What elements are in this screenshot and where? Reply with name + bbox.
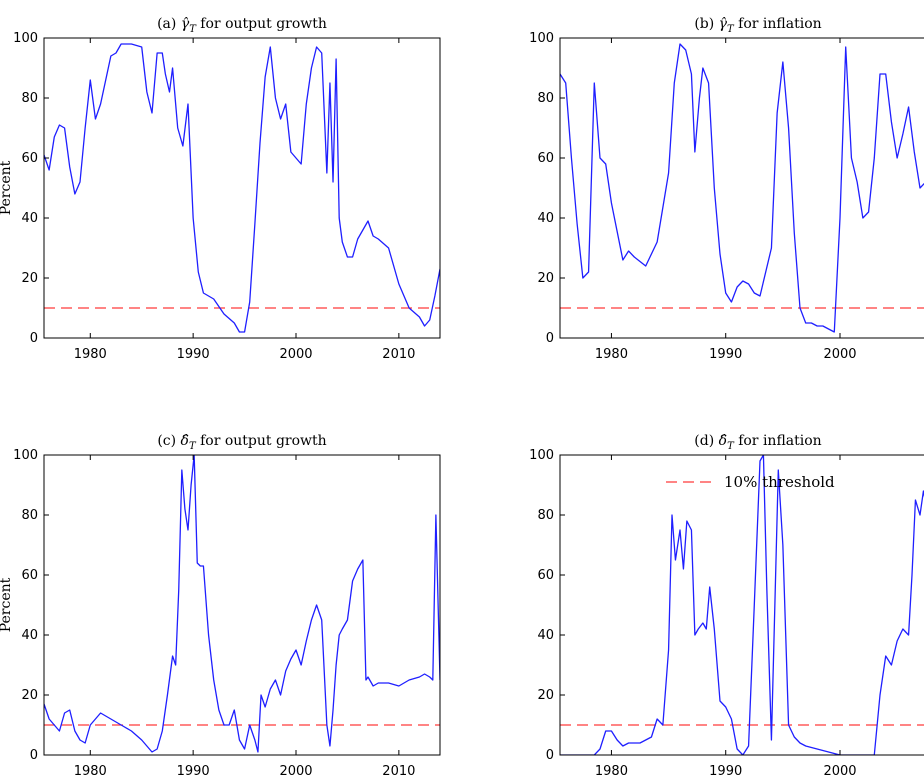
panel-title: (a) γ̂T for output growth (157, 16, 327, 35)
title-symbol: δ̂ (719, 433, 727, 449)
y-axis-label: Percent (0, 577, 14, 632)
y-axis-label: Percent (0, 160, 14, 215)
series-line (560, 455, 924, 755)
x-tick-label: 2010 (382, 764, 415, 779)
y-tick-label: 20 (21, 688, 38, 703)
y-tick-label: 20 (537, 688, 554, 703)
axes-frame (559, 37, 924, 339)
legend: 10% threshold (666, 473, 835, 491)
series-line (44, 43, 440, 333)
x-tick-label: 1990 (709, 764, 742, 779)
y-tick-label: 40 (537, 211, 554, 226)
y-tick-label: 80 (537, 91, 554, 106)
y-tick-label: 100 (529, 448, 554, 463)
title-prefix: (c) (157, 433, 180, 449)
x-tick-label: 1990 (177, 347, 210, 362)
y-tick-label: 0 (30, 331, 38, 346)
y-tick-label: 60 (21, 151, 38, 166)
axes-frame (43, 37, 441, 339)
x-tick-label: 1990 (177, 764, 210, 779)
series-line (44, 455, 440, 753)
panel-b: (b) γ̂T for inflation 0 20 40 60 80 100 1980 199… (529, 16, 924, 362)
panel-d: (d) δ̂T for inflation 0 20 40 60 80 100 1980 199… (529, 433, 924, 779)
title-subscript: T (189, 24, 197, 35)
title-suffix: for inflation (734, 16, 822, 32)
x-tick-label: 1980 (74, 764, 107, 779)
x-tick-label: 2000 (279, 764, 312, 779)
title-prefix: (a) (157, 16, 181, 32)
y-tick-label: 40 (21, 628, 38, 643)
panel-c: (c) δ̂T for output growth Percent 0 20 40 60 8… (0, 433, 441, 779)
x-tick-label: 2000 (823, 347, 856, 362)
panel-title: (b) γ̂T for inflation (694, 16, 821, 35)
title-suffix: for output growth (196, 433, 327, 449)
title-suffix: for inflation (734, 433, 822, 449)
x-tick-label: 2010 (382, 347, 415, 362)
y-tick-label: 80 (21, 91, 38, 106)
y-tick-label: 20 (537, 271, 554, 286)
y-tick-label: 0 (30, 748, 38, 763)
x-tick-label: 1980 (595, 764, 628, 779)
title-prefix: (b) (694, 16, 718, 32)
y-tick-label: 40 (537, 628, 554, 643)
title-subscript: T (189, 441, 197, 452)
panel-a: (a) γ̂T for output growth Percent 0 20 40 60 8… (0, 16, 441, 362)
x-tick-label: 2000 (823, 764, 856, 779)
y-tick-label: 60 (21, 568, 38, 583)
y-tick-label: 0 (546, 331, 554, 346)
x-tick-label: 2000 (279, 347, 312, 362)
legend-label: 10% threshold (724, 473, 835, 491)
title-symbol: γ̂ (719, 16, 728, 32)
title-subscript: T (727, 441, 735, 452)
y-tick-label: 80 (537, 508, 554, 523)
x-tick-label: 1980 (74, 347, 107, 362)
series-line (560, 43, 924, 333)
y-tick-label: 100 (13, 448, 38, 463)
y-tick-label: 40 (21, 211, 38, 226)
title-suffix: for output growth (196, 16, 327, 32)
y-tick-label: 0 (546, 748, 554, 763)
title-symbol: γ̂ (181, 16, 190, 32)
axes-frame (43, 454, 441, 756)
title-prefix: (d) (694, 433, 718, 449)
y-tick-label: 80 (21, 508, 38, 523)
y-tick-label: 60 (537, 568, 554, 583)
x-tick-label: 1980 (595, 347, 628, 362)
title-subscript: T (727, 24, 735, 35)
panel-title: (c) δ̂T for output growth (157, 433, 326, 452)
y-tick-label: 100 (529, 31, 554, 46)
x-tick-label: 1990 (709, 347, 742, 362)
y-tick-label: 60 (537, 151, 554, 166)
axes-frame (559, 454, 924, 756)
panel-title: (d) δ̂T for inflation (694, 433, 821, 452)
y-tick-label: 100 (13, 31, 38, 46)
y-tick-label: 20 (21, 271, 38, 286)
title-symbol: δ̂ (181, 433, 189, 449)
